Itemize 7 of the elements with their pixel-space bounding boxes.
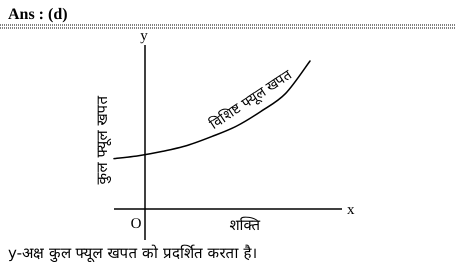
text: x [347, 202, 355, 218]
text: O [130, 216, 142, 232]
text: y [140, 28, 148, 44]
x-axis-title: शक्ति [230, 216, 260, 234]
y-axis-title: कुल फ्यूल खपत [93, 96, 112, 184]
chart-title: Ans : (d) [8, 6, 68, 23]
text: y-अक्ष कुल फ्यूल खपत को प्रदर्शित करता है। [8, 244, 258, 263]
